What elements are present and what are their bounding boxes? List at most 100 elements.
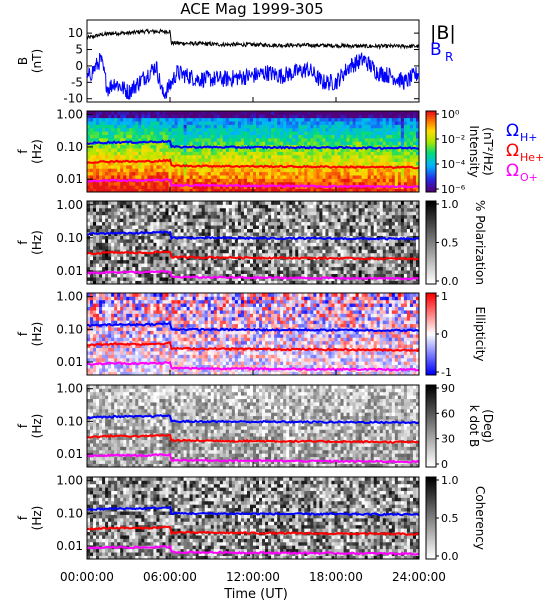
spectrogram-cell <box>243 141 248 146</box>
spectrogram-cell <box>195 204 200 209</box>
spectrogram-cell <box>358 211 363 216</box>
spectrogram-cell <box>403 168 408 173</box>
spectrogram-cell <box>213 114 218 119</box>
spectrogram-cell <box>295 245 299 250</box>
spectrogram-cell <box>96 273 100 278</box>
spectrogram-cell <box>168 138 172 142</box>
spectrogram-cell <box>289 273 293 278</box>
spectrogram-cell <box>183 249 187 254</box>
spectrogram-cell <box>361 270 366 274</box>
spectrogram-cell <box>231 242 236 247</box>
spectrogram-cell <box>147 214 151 219</box>
spectrogram-cell <box>177 232 181 236</box>
spectrogram-cell <box>352 235 356 240</box>
spectrogram-cell <box>222 225 227 230</box>
spectrogram-cell <box>331 266 335 271</box>
spectrogram-cell <box>352 211 356 216</box>
spectrogram-cell <box>138 207 142 212</box>
spectrogram-cell <box>186 204 190 209</box>
spectrogram-cell <box>153 207 157 212</box>
spectrogram-cell <box>364 239 369 243</box>
spectrogram-cell <box>280 218 284 223</box>
spectrogram-cell <box>102 204 106 209</box>
spectrogram-cell <box>156 161 160 166</box>
spectrogram-cell <box>222 214 227 219</box>
spectrogram-cell <box>174 228 178 233</box>
spectrogram-cell <box>207 181 212 186</box>
spectrogram-cell <box>231 175 236 179</box>
spectrogram-cell <box>144 239 148 243</box>
spectrogram-cell <box>180 277 184 281</box>
spectrogram-cell <box>90 181 94 186</box>
spectrogram-cell <box>246 178 251 183</box>
spectrogram-cell <box>120 211 124 216</box>
spectrogram-cell <box>123 235 127 240</box>
spectrogram-cell <box>334 211 338 216</box>
spectrogram-cell <box>96 185 100 189</box>
spectrogram-cell <box>117 232 121 236</box>
spectrogram-cell <box>150 161 154 166</box>
spectrogram-cell <box>141 232 145 236</box>
spectrogram-cell <box>280 239 284 243</box>
spectrogram-cell <box>337 263 341 268</box>
spectrogram-cell <box>96 165 100 169</box>
spectrogram-cell <box>313 204 317 209</box>
spectrogram-cell <box>304 211 308 216</box>
spectrogram-cell <box>319 201 323 205</box>
spectrogram-cell <box>150 256 154 261</box>
spectrogram-cell <box>135 188 139 193</box>
spectrogram-cell <box>283 273 287 278</box>
spectrogram-cell <box>90 225 94 230</box>
spectrogram-cell <box>219 242 224 247</box>
spectrogram-cell <box>415 171 420 176</box>
spectrogram-cell <box>216 270 221 274</box>
spectrogram-cell <box>219 131 224 135</box>
spectrogram-cell <box>268 154 272 159</box>
spectrogram-cell <box>204 218 209 223</box>
spectrogram-cell <box>415 138 420 142</box>
spectrogram-cell <box>268 228 272 233</box>
spectrogram-cell <box>147 252 151 257</box>
spectrogram-cell <box>400 131 405 135</box>
spectrogram-cell <box>256 141 260 146</box>
spectrogram-cell <box>286 171 290 176</box>
spectrogram-cell <box>105 175 109 179</box>
spectrogram-cell <box>316 218 320 223</box>
spectrogram-cell <box>114 204 118 209</box>
spectrogram-cell <box>222 207 227 212</box>
spectrogram-cell <box>298 127 302 132</box>
spectrogram-cell <box>234 242 239 247</box>
spectrogram-cell <box>243 168 248 173</box>
spectrogram-cell <box>156 266 160 271</box>
spectrogram-cell <box>234 158 239 162</box>
spectrogram-cell <box>114 181 118 186</box>
spectrogram-cell <box>183 277 187 281</box>
spectrogram-cell <box>331 232 335 236</box>
spectrogram-cell <box>379 134 384 139</box>
spectrogram-cell <box>358 117 363 122</box>
spectrogram-cell <box>243 171 248 176</box>
spectrogram-cell <box>240 270 245 274</box>
spectrogram-cell <box>150 175 154 179</box>
spectrogram-cell <box>274 134 278 139</box>
spectrogram-cell <box>147 259 151 264</box>
spectrogram-cell <box>253 117 257 122</box>
spectrogram-cell <box>295 211 299 216</box>
spectrogram-cell <box>228 114 233 119</box>
spectrogram-cell <box>331 124 335 129</box>
spectrogram-cell <box>156 273 160 278</box>
spectrogram-cell <box>334 117 338 122</box>
spectrogram-cell <box>256 280 260 285</box>
spectrogram-cell <box>129 111 133 115</box>
spectrogram-cell <box>331 270 335 274</box>
colorbar-step <box>426 175 436 179</box>
spectrogram-cell <box>231 131 236 135</box>
spectrogram-cell <box>310 225 314 230</box>
spectrogram-cell <box>237 221 242 226</box>
spectrogram-cell <box>99 171 103 176</box>
spectrogram-cell <box>186 239 190 243</box>
spectrogram-cell <box>129 188 133 193</box>
spectrogram-cell <box>259 175 263 179</box>
spectrogram-cell <box>198 114 203 119</box>
spectrogram-cell <box>361 151 366 156</box>
